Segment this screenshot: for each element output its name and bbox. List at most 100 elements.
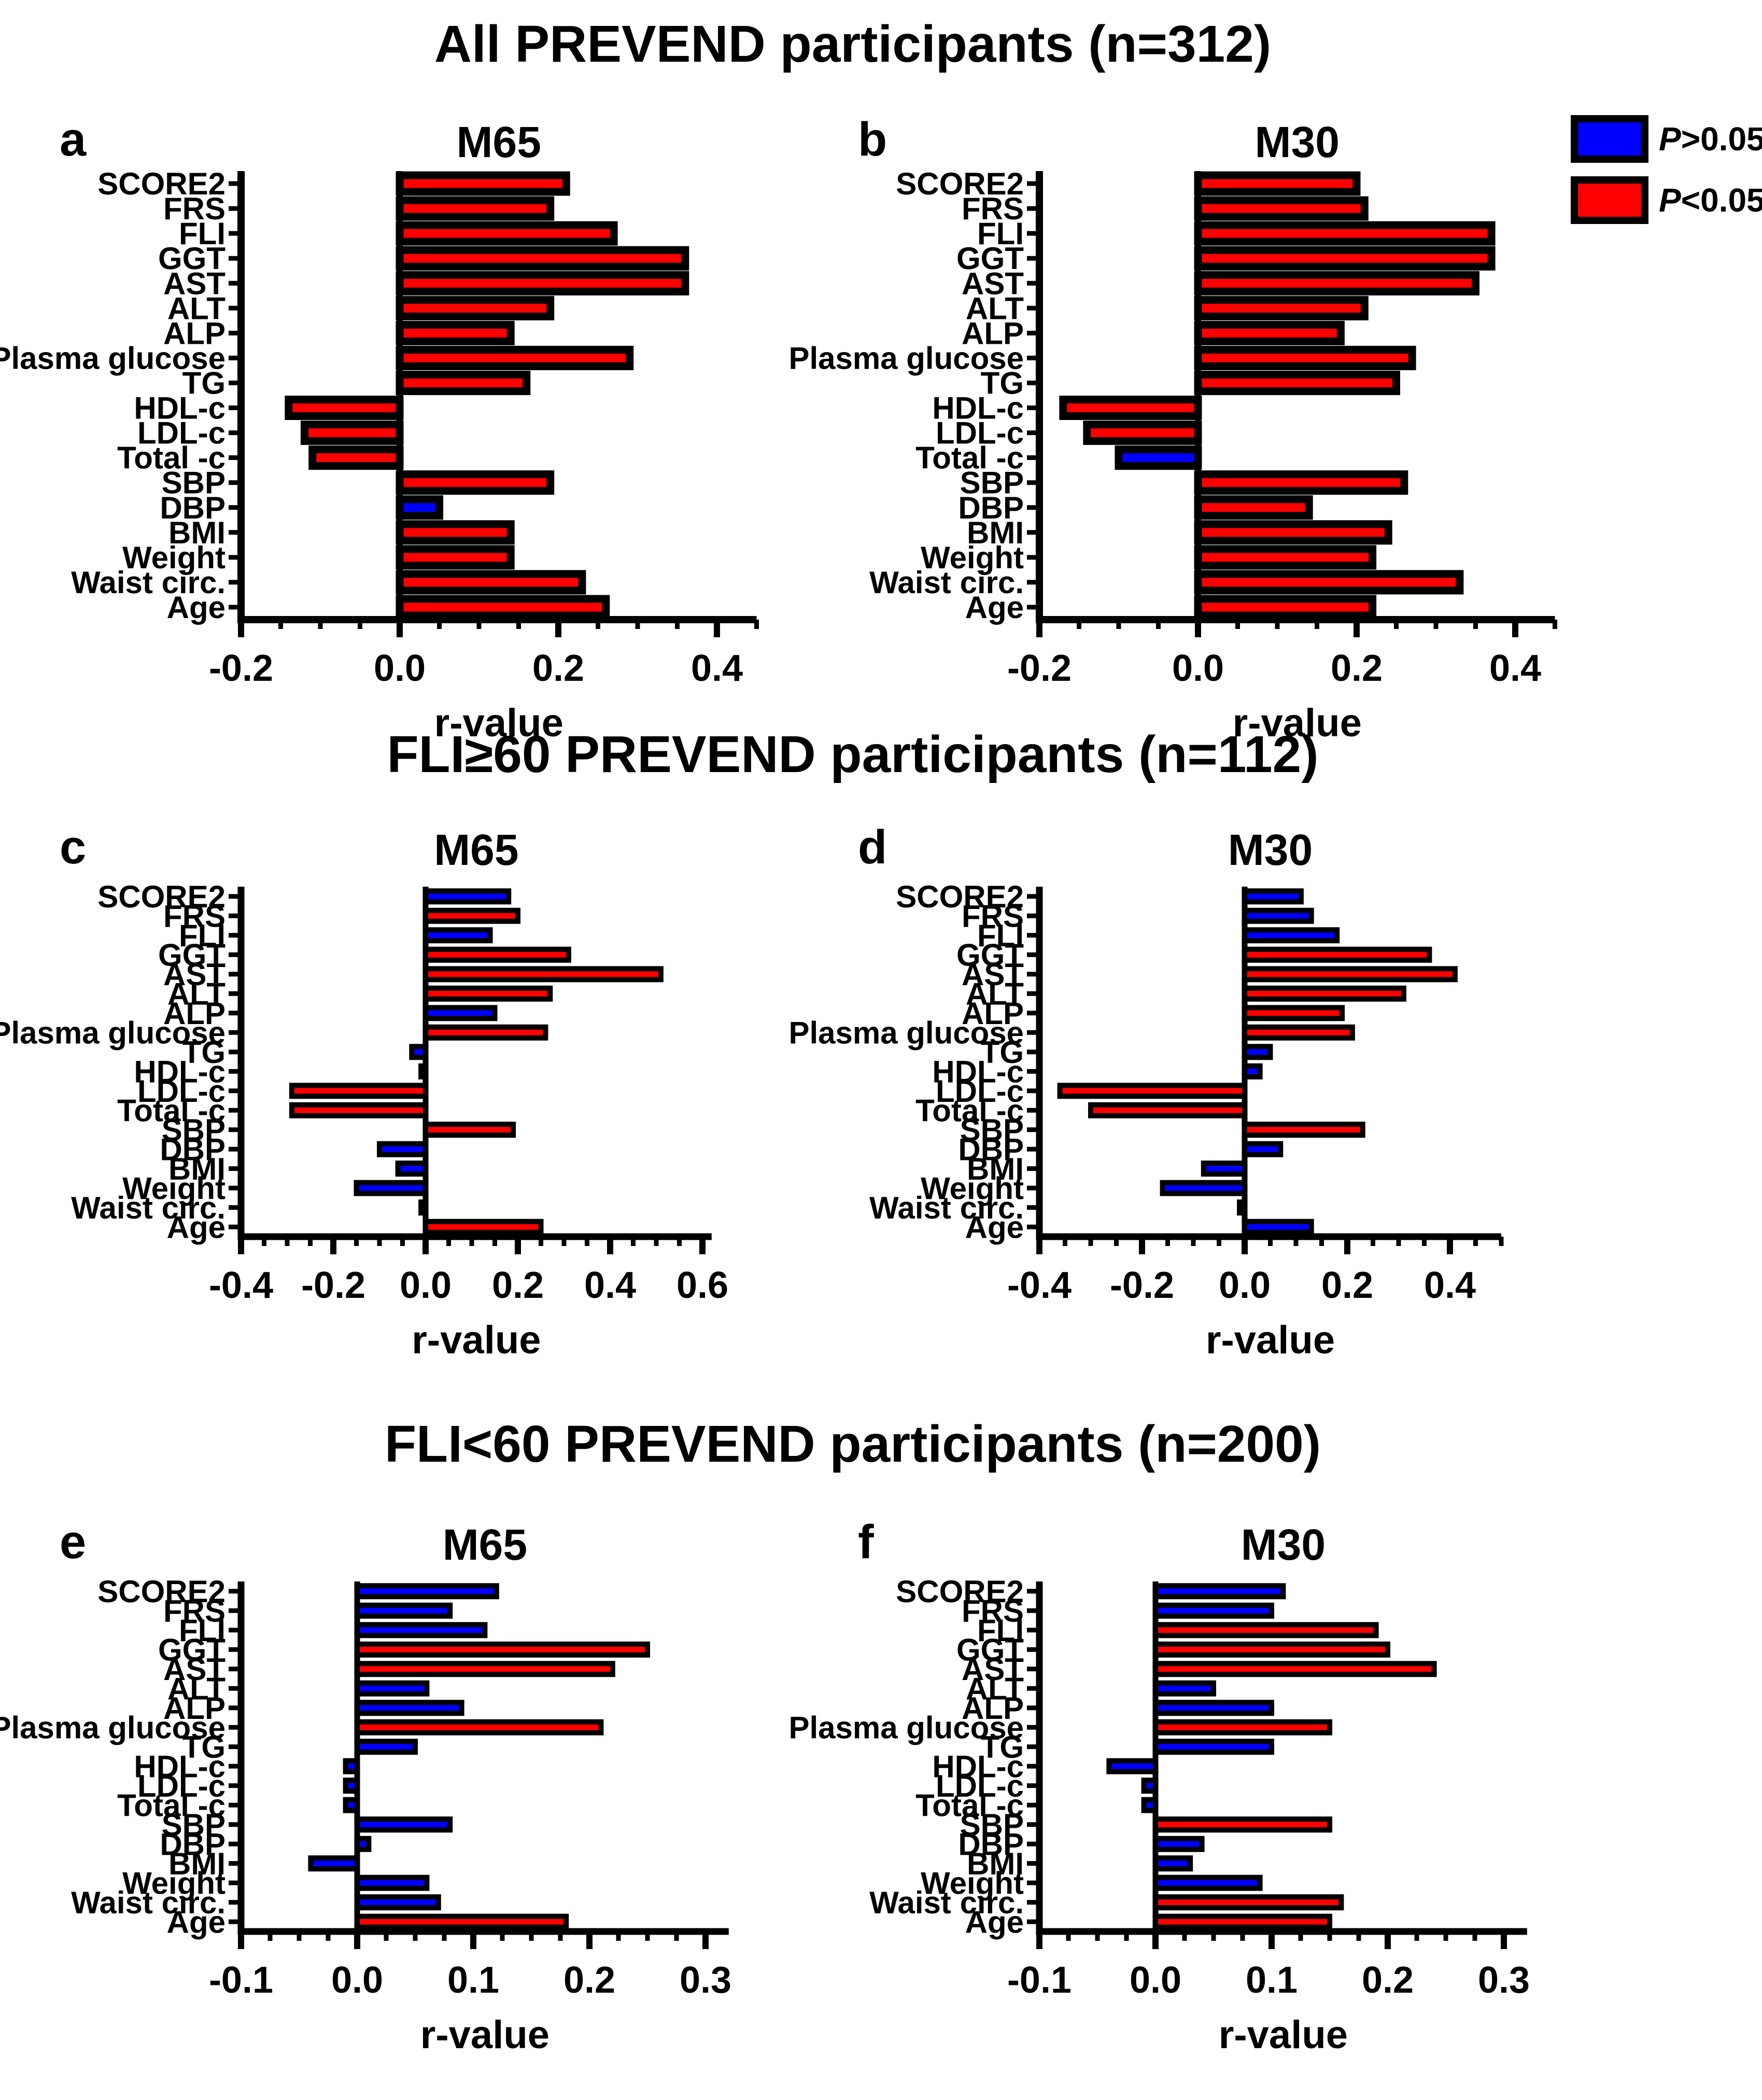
bar-d-AST — [1242, 966, 1458, 983]
category-label-BMI: BMI — [168, 1846, 225, 1881]
category-label-HDL-c: HDL-c — [134, 1749, 225, 1784]
bar-f-TG — [1153, 1739, 1274, 1755]
category-label-Plasma-glucose: Plasma glucose — [788, 1710, 1024, 1745]
category-label-GGT: GGT — [956, 241, 1024, 276]
x-axis-title: r-value — [434, 701, 563, 745]
bar-d-TG — [1242, 1044, 1273, 1060]
x-tick-label: 0.0 — [1172, 648, 1224, 689]
category-label-FLI: FLI — [977, 918, 1024, 953]
category-label-Age: Age — [965, 1210, 1024, 1244]
category-label-BMI: BMI — [967, 515, 1024, 550]
category-label-ALP: ALP — [962, 996, 1024, 1031]
bar-e-GGT — [355, 1641, 650, 1658]
bar-b-DBP — [1194, 495, 1313, 520]
bar-c-HDL-c — [418, 1063, 428, 1080]
category-label-GGT: GGT — [956, 1632, 1024, 1667]
bar-a-FRS — [396, 196, 555, 221]
category-label-ALP: ALP — [962, 316, 1024, 351]
bar-f-SBP — [1153, 1816, 1332, 1833]
category-label-TG: TG — [182, 1035, 225, 1070]
category-label-SBP: SBP — [960, 1113, 1024, 1147]
bar-b-FLI — [1194, 221, 1496, 246]
category-label-HDL-c: HDL-c — [932, 1054, 1024, 1089]
panel-title-e: M65 — [443, 1520, 527, 1569]
x-axis-title: r-value — [1233, 701, 1362, 745]
chart-panel-e-m65-fli-lt-60: e M65 -0.1 0.0 0.1 0.2 0.3 r-value SCORE2 FRS FLI G… — [0, 1504, 840, 2100]
bar-b-FRS — [1194, 196, 1369, 221]
category-label-TG: TG — [182, 366, 225, 400]
category-label-SCORE2: SCORE2 — [97, 166, 225, 201]
category-label-SCORE2: SCORE2 — [896, 166, 1024, 201]
bar-d-GGT — [1242, 946, 1432, 963]
bar-a-FLI — [396, 221, 618, 246]
bar-d-BMI — [1201, 1160, 1247, 1177]
bar-f-DBP — [1153, 1836, 1205, 1852]
bar-d-FRS — [1242, 907, 1314, 924]
category-label-Weight: Weight — [921, 1171, 1024, 1206]
bar-c-FRS — [423, 907, 520, 924]
bar-a-TG — [396, 370, 531, 395]
bar-b-TG — [1194, 370, 1400, 395]
bar-e-FLI — [355, 1622, 488, 1639]
category-label-Age: Age — [167, 1905, 225, 1939]
category-label-Plasma-glucose: Plasma glucose — [0, 1015, 225, 1050]
bar-a-ALT — [396, 296, 555, 320]
section-title-fli-ge-60: FLI≥60 PREVEND participants (n=112) — [387, 725, 1319, 783]
x-tick-label: -0.4 — [209, 1265, 273, 1306]
chart-panel-b-m30-all: b M30 -0.2 0.0 0.2 0.4 r-value SCORE2 FRS FLI GGT A… — [788, 101, 1638, 754]
bar-b-LDL-c — [1083, 421, 1202, 445]
category-label-Plasma-glucose: Plasma glucose — [0, 1710, 225, 1745]
bar-a-Waist-circ- — [396, 570, 586, 595]
category-label-FLI: FLI — [977, 1613, 1024, 1648]
category-label-ALP: ALP — [163, 996, 225, 1031]
category-label-BMI: BMI — [168, 515, 225, 550]
bar-e-ALP — [355, 1700, 464, 1716]
category-label-DBP: DBP — [160, 1827, 225, 1861]
category-label-Weight: Weight — [921, 540, 1024, 575]
category-label-SBP: SBP — [162, 1113, 225, 1147]
category-label-Total-c: Total -c — [117, 1788, 225, 1823]
chart-panel-f-m30-fli-lt-60: f M30 -0.1 0.0 0.1 0.2 0.3 r-value SCORE2 FRS FLI G… — [788, 1504, 1638, 2100]
bar-a-GGT — [396, 246, 689, 271]
x-tick-label: -0.2 — [301, 1265, 365, 1306]
bar-c-TG — [409, 1044, 428, 1060]
bar-c-ALP — [423, 1005, 498, 1021]
bar-a-LDL-c — [300, 421, 404, 445]
chart-canvas-f: f M30 -0.1 0.0 0.1 0.2 0.3 r-value SCORE2FRSFLIG… — [788, 1516, 1530, 2057]
category-label-BMI: BMI — [967, 1152, 1024, 1186]
panel-letter-a: a — [60, 113, 87, 166]
bar-d-ALT — [1242, 985, 1406, 1002]
chart-canvas-e: e M65 -0.1 0.0 0.1 0.2 0.3 r-value SCORE2FRSFLIG… — [0, 1516, 731, 2057]
category-label-ALT: ALT — [167, 291, 225, 326]
x-tick-label: 0.0 — [1219, 1265, 1271, 1306]
category-label-SCORE2: SCORE2 — [896, 1574, 1024, 1609]
bar-f-GGT — [1153, 1641, 1390, 1658]
bar-b-SCORE2 — [1194, 171, 1361, 196]
bar-a-ALP — [396, 320, 515, 345]
category-label-LDL-c: LDL-c — [137, 416, 225, 451]
bar-e-SCORE2 — [355, 1583, 499, 1600]
bar-d-SCORE2 — [1242, 888, 1304, 905]
bar-e-Waist-circ- — [355, 1894, 441, 1911]
bar-c-LDL-c — [289, 1083, 429, 1099]
bar-d-Weight — [1160, 1180, 1247, 1196]
bar-e-Weight — [355, 1874, 430, 1891]
x-tick-label: 0.4 — [1489, 648, 1541, 689]
category-label-Total-c: Total -c — [915, 1788, 1024, 1823]
category-label-Age: Age — [965, 590, 1024, 625]
category-label-TG: TG — [182, 1730, 225, 1765]
bar-c-Waist-circ- — [418, 1199, 428, 1216]
bar-f-LDL-c — [1141, 1777, 1158, 1794]
x-tick-label: 0.4 — [584, 1265, 636, 1306]
category-label-FLI: FLI — [179, 1613, 225, 1648]
category-label-Total-c: Total -c — [117, 1093, 225, 1128]
category-label-GGT: GGT — [158, 937, 225, 972]
bar-b-Weight — [1194, 545, 1377, 570]
bar-e-BMI — [308, 1855, 360, 1872]
category-label-Waist-circ-: Waist circ. — [71, 1885, 225, 1920]
category-label-ALT: ALT — [966, 291, 1024, 326]
category-label-LDL-c: LDL-c — [936, 1769, 1024, 1803]
x-tick-label: -0.4 — [1007, 1265, 1072, 1306]
category-label-GGT: GGT — [158, 241, 225, 276]
